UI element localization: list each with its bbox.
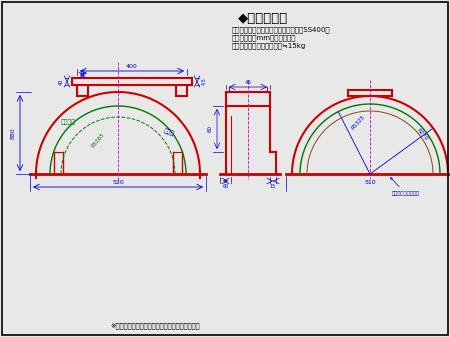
Text: R270: R270 <box>415 127 428 141</box>
Text: 60: 60 <box>207 125 212 132</box>
Text: 510: 510 <box>364 180 376 184</box>
Text: 4.5: 4.5 <box>202 78 207 85</box>
Text: R5265: R5265 <box>90 131 106 148</box>
Text: 520: 520 <box>112 180 124 184</box>
Text: 内側のみタップ溶接: 内側のみタップ溶接 <box>391 178 420 196</box>
Text: ※差し込み板は型紙のゲージ通りに製作します．: ※差し込み板は型紙のゲージ通りに製作します． <box>110 323 199 329</box>
Text: R5325: R5325 <box>350 114 366 130</box>
Text: 880: 880 <box>10 127 15 139</box>
Text: 寸法単位＝ミリメートル　材質＝鉄（SS400）: 寸法単位＝ミリメートル 材質＝鉄（SS400） <box>232 27 331 33</box>
Text: ◆ピザ窯の蓋: ◆ピザ窯の蓋 <box>238 11 288 25</box>
Text: 40: 40 <box>58 79 63 85</box>
Text: 窯の開口: 窯の開口 <box>61 119 76 125</box>
Text: 400: 400 <box>126 63 138 68</box>
Text: 塗装＝耐熱シルバー　重量≒15kg: 塗装＝耐熱シルバー 重量≒15kg <box>232 43 306 49</box>
Text: 25: 25 <box>80 69 86 74</box>
Text: 60: 60 <box>223 184 229 188</box>
Text: 取っ手: 取っ手 <box>163 127 176 136</box>
Text: 45: 45 <box>244 80 252 85</box>
Text: 15: 15 <box>270 184 276 188</box>
Text: 板厚＝４．５mm　製作数＝１: 板厚＝４．５mm 製作数＝１ <box>232 35 297 41</box>
